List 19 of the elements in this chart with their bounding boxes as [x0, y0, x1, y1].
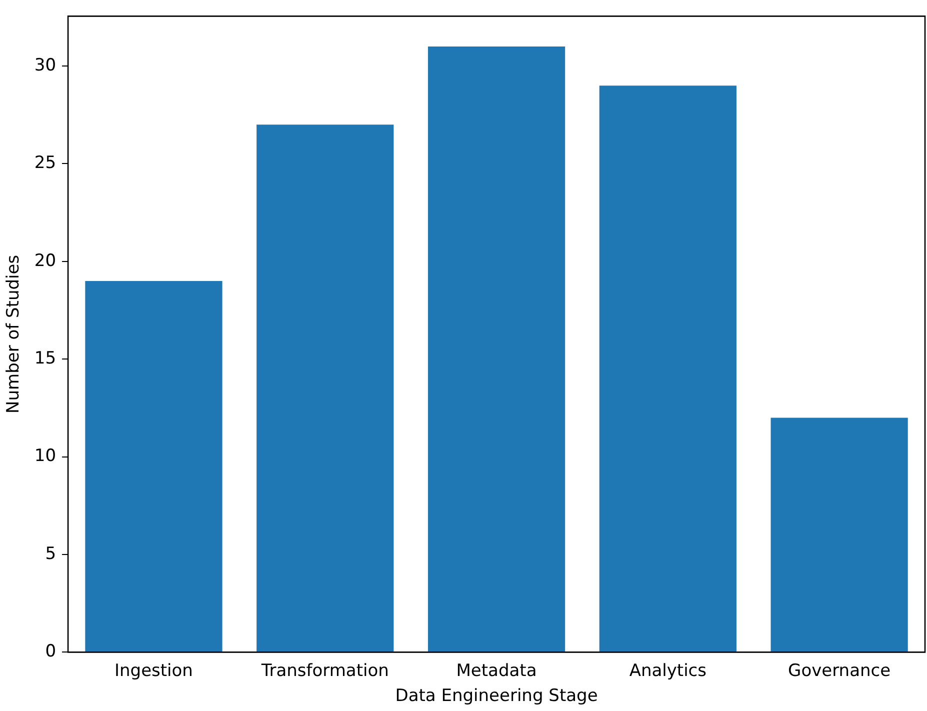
y-tick-label: 5: [45, 544, 56, 564]
y-tick-label: 15: [34, 348, 56, 369]
x-tick-label: Governance: [788, 660, 891, 681]
y-tick-label: 0: [45, 642, 56, 662]
bar: [85, 280, 222, 652]
y-tick-label: 20: [34, 250, 56, 271]
y-tick-label: 30: [34, 55, 56, 76]
bar: [256, 124, 394, 652]
bar: [428, 46, 566, 652]
y-axis-title: Number of Studies: [4, 254, 24, 414]
y-tick-label: 25: [34, 153, 56, 174]
x-tick-label: Analytics: [629, 660, 707, 681]
x-tick-label: Metadata: [456, 660, 537, 681]
x-tick-label: Transformation: [260, 660, 389, 681]
bar: [770, 418, 908, 652]
x-axis-title: Data Engineering Stage: [395, 686, 598, 706]
y-tick-label: 10: [34, 446, 56, 466]
bar: [599, 86, 736, 652]
x-tick-label: Ingestion: [114, 660, 193, 681]
